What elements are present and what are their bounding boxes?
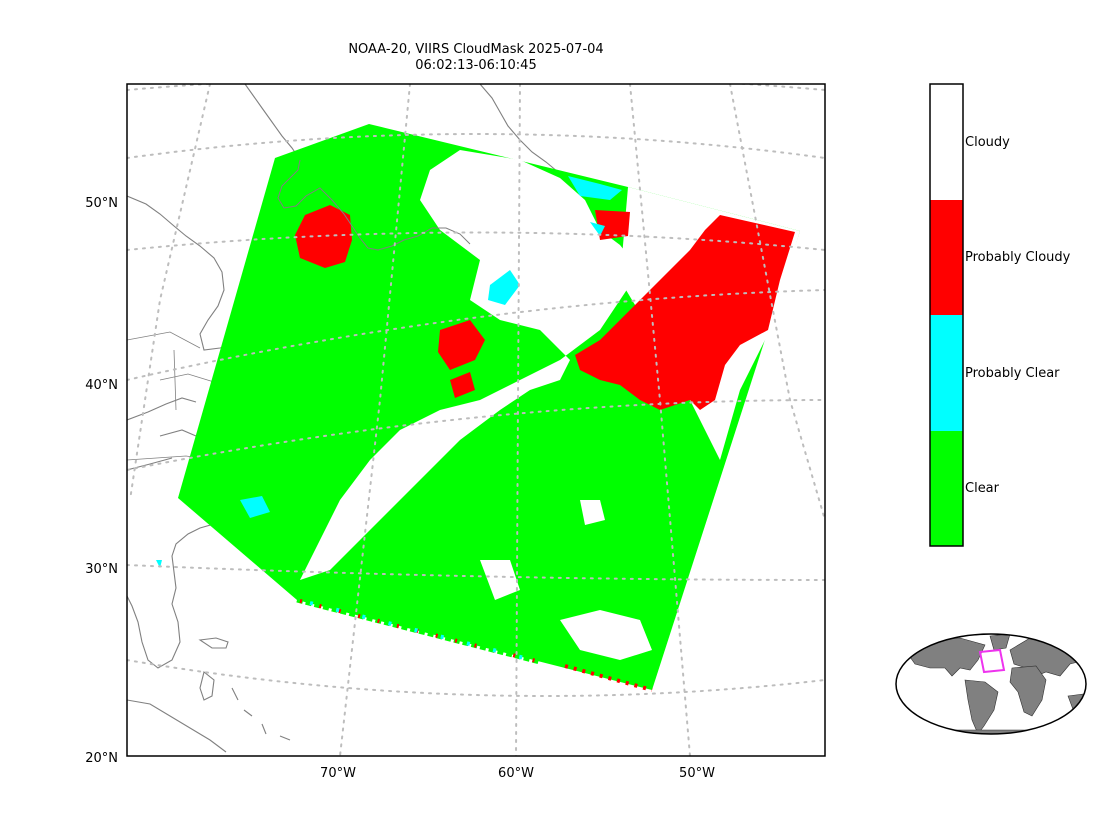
colorbar: Cloudy Probably Cloudy Probably Clear Cl…	[929, 83, 1071, 547]
probably-cloudy-patch-gulf	[438, 320, 485, 398]
cuba-coastline	[198, 637, 229, 701]
overlay-coastlines	[277, 159, 471, 251]
lat-label-40n: 40°N	[85, 378, 118, 393]
parallel-50n	[127, 133, 825, 159]
cloudy-patch-south	[480, 500, 652, 660]
lon-label-70w: 70°W	[320, 766, 356, 781]
colorbar-label-probably-clear: Probably Clear	[965, 366, 1060, 381]
colorbar-label-probably-cloudy: Probably Cloudy	[965, 250, 1071, 265]
parallel-30n	[127, 564, 825, 581]
colorbar-swatch-cloudy	[930, 84, 963, 200]
probably-cloudy-patch-labrador	[595, 210, 630, 240]
lon-label-50w: 50°W	[679, 766, 715, 781]
inset-antarctica	[899, 729, 1086, 734]
meridian-40w	[729, 84, 825, 521]
lat-label-30n: 30°N	[85, 562, 118, 577]
bahamas-coastline	[231, 687, 291, 741]
parallel-40n	[127, 289, 825, 381]
inset-africa	[1009, 665, 1047, 717]
colorbar-frame	[929, 83, 964, 547]
meridian-80w	[129, 84, 211, 501]
map-frame	[126, 83, 826, 757]
lat-label-50n: 50°N	[85, 196, 118, 211]
probably-cloudy-region-east	[575, 215, 795, 410]
colorbar-swatch-probably-cloudy	[930, 200, 963, 315]
lat-label-20n: 20°N	[85, 751, 118, 766]
hudson-bay-coastline	[127, 195, 251, 351]
probably-clear-patch-labrador	[568, 176, 622, 236]
colorbar-swatch-probably-clear	[930, 315, 963, 431]
inset-swath-outline	[978, 648, 1006, 674]
swath-edge-speckle-east	[564, 664, 653, 692]
parallel-35n	[127, 399, 825, 471]
swath-edge-speckle-red	[299, 599, 541, 664]
inset-globe	[895, 633, 1087, 735]
overlay-coastline-northeast	[277, 159, 471, 251]
meridian-50w	[629, 84, 691, 756]
map-panel: 50°N 40°N 30°N 20°N 70°W 60°W 50°W	[85, 83, 826, 781]
meridian-60w	[515, 84, 521, 756]
parallel-55n	[127, 84, 825, 91]
cloudmask-swath	[156, 124, 800, 692]
meridian-70w	[339, 84, 411, 756]
colorbar-label-clear: Clear	[965, 481, 1000, 496]
gulf-coastline	[127, 699, 227, 753]
parallel-25n	[127, 659, 825, 697]
cloudy-region	[300, 150, 640, 580]
lon-label-60w: 60°W	[498, 766, 534, 781]
parallel-45n	[127, 231, 825, 251]
graticule	[127, 84, 825, 756]
colorbar-label-cloudy: Cloudy	[965, 135, 1010, 150]
map-title-line2: 06:02:13-06:10:45	[415, 58, 536, 73]
probably-clear-patch-south	[156, 496, 270, 568]
probably-clear-patch-gulf	[488, 270, 520, 305]
probably-cloudy-patch-north	[295, 205, 352, 268]
colorbar-swatch-clear	[930, 431, 963, 546]
map-title-line1: NOAA-20, VIIRS CloudMask 2025-07-04	[348, 42, 603, 57]
inset-frame	[895, 633, 1087, 735]
inset-south-america	[964, 679, 999, 734]
